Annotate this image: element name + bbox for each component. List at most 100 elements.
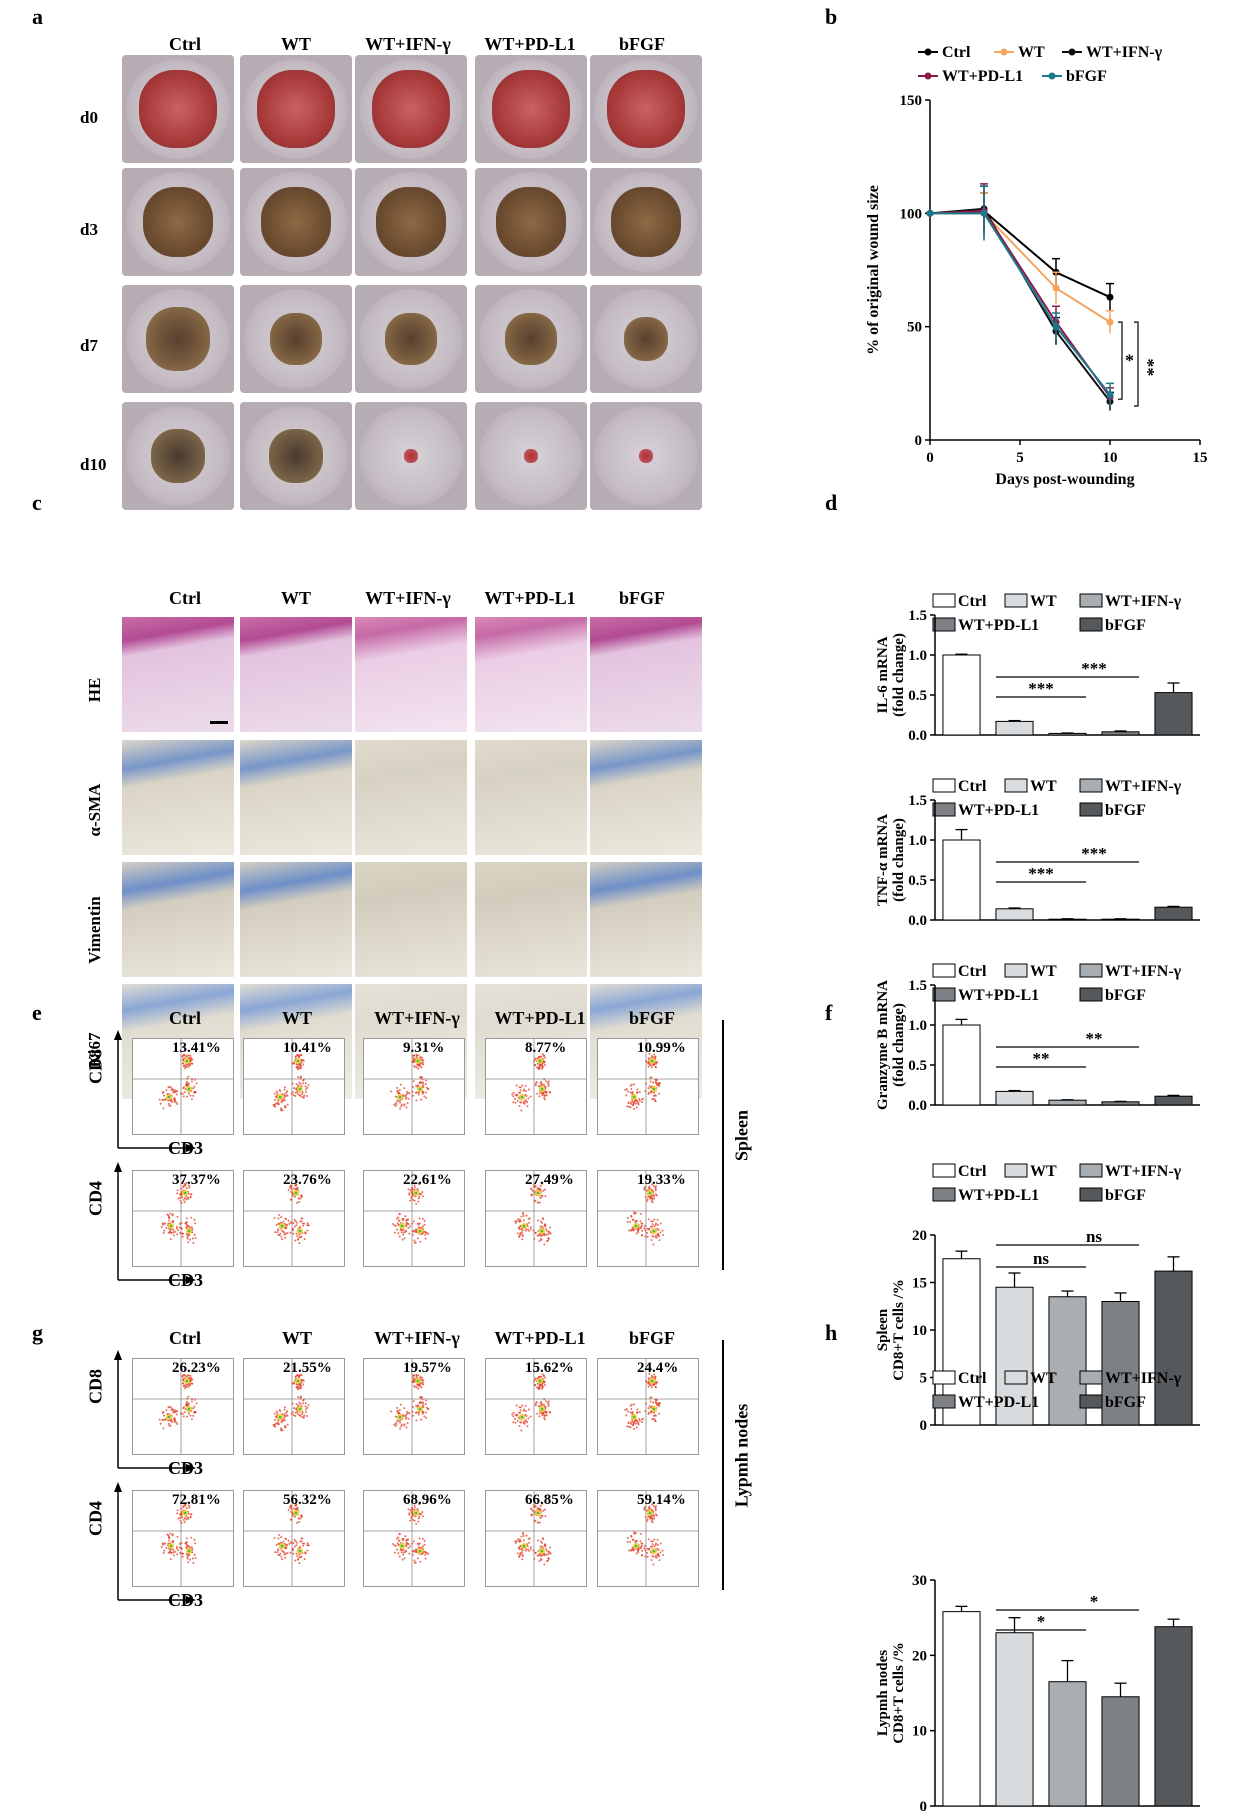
flow-dot bbox=[298, 1197, 301, 1200]
flow-dot bbox=[176, 1410, 179, 1413]
flow-dot bbox=[533, 1383, 536, 1386]
flow-dot bbox=[297, 1396, 300, 1399]
flow-scatter bbox=[364, 1491, 464, 1586]
flow-dot bbox=[180, 1547, 183, 1550]
legend-swatch bbox=[932, 963, 956, 978]
flow-dot bbox=[296, 1201, 299, 1204]
col-label-wt-pdl1: WT+PD-L1 bbox=[484, 34, 576, 54]
flow-dot bbox=[630, 1549, 633, 1552]
stain-label-he: HE bbox=[85, 677, 104, 703]
flow-dot bbox=[179, 1092, 182, 1095]
flow-dot bbox=[296, 1541, 299, 1544]
flow-dot bbox=[646, 1227, 649, 1230]
legend-swatch bbox=[1004, 963, 1028, 978]
flow-axis-arrows bbox=[114, 1350, 196, 1472]
flow-dot bbox=[187, 1054, 190, 1057]
flow-dot bbox=[175, 1227, 178, 1230]
flow-core bbox=[169, 1544, 173, 1548]
flow-dot bbox=[393, 1551, 396, 1554]
flow-dot bbox=[644, 1505, 647, 1508]
flow-dot bbox=[273, 1536, 276, 1539]
flow-dot bbox=[543, 1374, 546, 1377]
flow-dot bbox=[418, 1384, 421, 1387]
flow-dot bbox=[167, 1406, 170, 1409]
legend-label: WT bbox=[1018, 44, 1045, 61]
flow-dot bbox=[186, 1555, 189, 1558]
flow-dot bbox=[529, 1228, 532, 1231]
flow-dot bbox=[284, 1537, 287, 1540]
flow-dot bbox=[545, 1553, 548, 1556]
flow-dot bbox=[541, 1385, 544, 1388]
panel-letter-c: c bbox=[32, 490, 42, 515]
flow-dot bbox=[529, 1095, 532, 1098]
flow-dot bbox=[520, 1421, 523, 1424]
flow-dot bbox=[176, 1189, 179, 1192]
flow-dot bbox=[654, 1094, 657, 1097]
flow-dot bbox=[628, 1105, 631, 1108]
col-label-wt-pdl1: WT+PD-L1 bbox=[484, 588, 576, 608]
flow-dot bbox=[292, 1094, 295, 1097]
flow-dot bbox=[647, 1093, 650, 1096]
flow-dot bbox=[185, 1223, 188, 1226]
y-axis-label: % of original wound size bbox=[865, 185, 882, 355]
flow-dot bbox=[633, 1403, 636, 1406]
flow-dot bbox=[544, 1095, 547, 1098]
flow-dot bbox=[406, 1102, 409, 1105]
flow-dot bbox=[187, 1065, 190, 1068]
flow-dot bbox=[272, 1424, 275, 1427]
legend-swatch bbox=[932, 593, 956, 608]
flow-dot bbox=[413, 1241, 416, 1244]
wound-photo bbox=[590, 55, 702, 163]
flow-dot bbox=[193, 1553, 196, 1556]
spleen-chart-legend bbox=[840, 1020, 1250, 1080]
flow-dot bbox=[625, 1414, 628, 1417]
flow-dot bbox=[172, 1228, 175, 1231]
flow-core bbox=[418, 1087, 422, 1091]
flow-dot bbox=[403, 1424, 406, 1427]
bar bbox=[1101, 1301, 1140, 1426]
flow-dot bbox=[524, 1549, 527, 1552]
flow-dot bbox=[282, 1220, 285, 1223]
flow-dot bbox=[511, 1093, 514, 1096]
wound-photo bbox=[122, 55, 234, 163]
flow-dot bbox=[298, 1401, 301, 1404]
flow-dot bbox=[187, 1184, 190, 1187]
flow-dot bbox=[415, 1404, 418, 1407]
legend-swatch bbox=[932, 987, 956, 1002]
flow-dot bbox=[298, 1200, 301, 1203]
flow-dot bbox=[304, 1085, 307, 1088]
flow-dot bbox=[304, 1408, 307, 1411]
flow-y-axis-label: CD8 bbox=[85, 1369, 106, 1404]
flow-dot bbox=[172, 1548, 175, 1551]
flow-dot bbox=[544, 1411, 547, 1414]
flow-plot bbox=[485, 1170, 587, 1267]
flow-dot bbox=[547, 1400, 550, 1403]
flow-dot bbox=[179, 1551, 182, 1554]
flow-dot bbox=[417, 1404, 420, 1407]
flow-dot bbox=[296, 1235, 299, 1238]
flow-dot bbox=[181, 1232, 184, 1235]
flow-percentage: 68.96% bbox=[403, 1492, 452, 1508]
flow-dot bbox=[288, 1222, 291, 1225]
histology-image bbox=[355, 740, 467, 855]
flow-plot bbox=[597, 1358, 699, 1455]
flow-dot bbox=[637, 1228, 640, 1231]
flow-dot bbox=[544, 1415, 547, 1418]
flow-dot bbox=[185, 1198, 188, 1201]
flow-dot bbox=[543, 1416, 546, 1419]
flow-dot bbox=[543, 1243, 546, 1246]
flow-dot bbox=[524, 1404, 527, 1407]
flow-dot bbox=[403, 1237, 406, 1240]
flow-dot bbox=[275, 1095, 278, 1098]
wound-area bbox=[404, 449, 418, 463]
flow-dot bbox=[519, 1538, 522, 1541]
flow-dot bbox=[630, 1534, 633, 1537]
flow-dot bbox=[181, 1235, 184, 1238]
flow-dot bbox=[650, 1196, 653, 1199]
flow-dot bbox=[548, 1551, 551, 1554]
flow-dot bbox=[285, 1546, 288, 1549]
flow-dot bbox=[537, 1550, 540, 1553]
bar bbox=[995, 720, 1034, 736]
flow-dot bbox=[182, 1057, 185, 1060]
flow-dot bbox=[658, 1239, 661, 1242]
